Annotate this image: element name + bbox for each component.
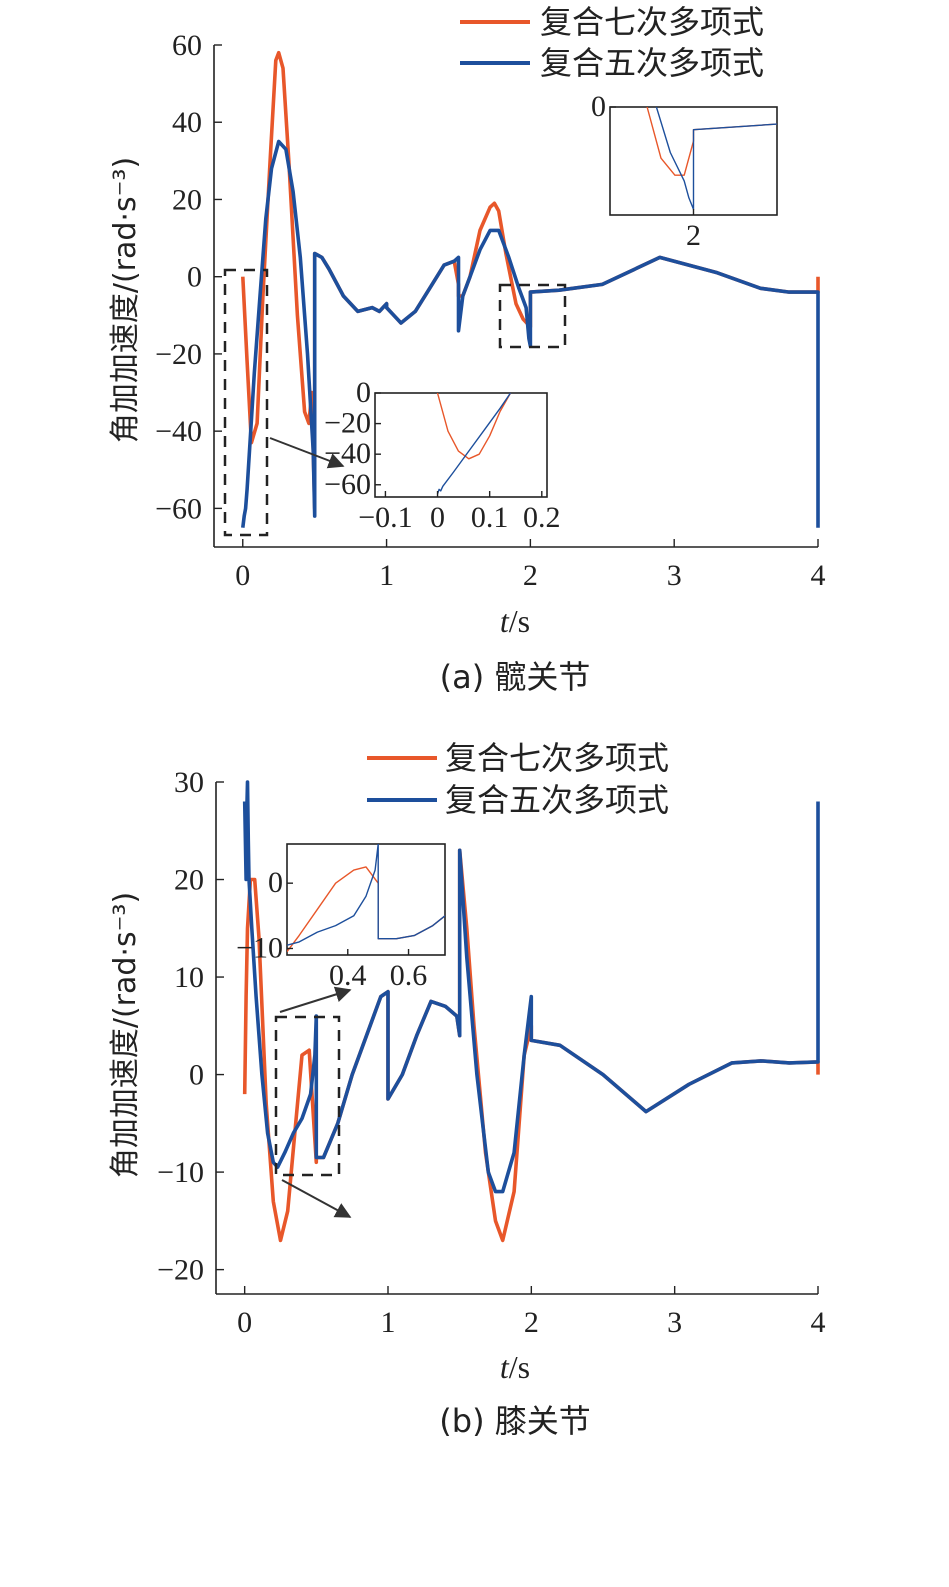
hip-y-tick-label: 60 [172, 29, 202, 62]
hip-x-axis-label-var: t [500, 603, 510, 639]
hip-inset-left: −0.1 0 0.1 0.20−20−40−60 [324, 376, 560, 534]
knee-x-axis-label-var: t [500, 1349, 510, 1385]
knee-x-tick-label: 2 [524, 1306, 539, 1339]
knee-zoom-box [274, 1015, 341, 1177]
knee-x-tick-label: 1 [381, 1306, 396, 1339]
knee-inset-series-fifth [287, 844, 445, 946]
hip-x-tick-label: 2 [523, 559, 538, 592]
hip-inset-left-frame [374, 392, 548, 498]
hip-zoom-box-right [498, 283, 567, 349]
knee-inset: 0.4 0.6 0 −10 [236, 843, 446, 992]
knee-series-group [242, 780, 820, 1243]
hip-inset-right-y-tick-label: 0 [591, 90, 606, 123]
hip-y-tick-label: 40 [172, 106, 202, 139]
hip-x-axis-label-unit: /s [509, 603, 530, 639]
hip-inset-left-x-tick-label: 0.1 [471, 501, 509, 534]
knee-x-axis-label: t/s [500, 1349, 530, 1385]
hip-inset-left-y-tick-label: −20 [324, 407, 371, 440]
knee-inset-frame [286, 843, 446, 956]
hip-x-axis-label: t/s [500, 603, 530, 639]
knee-y-tick-label: 30 [174, 766, 204, 799]
hip-inset-left-series-fifth [436, 393, 512, 495]
legend-label-seventh: 复合七次多项式 [540, 3, 764, 41]
knee-x-tick-label: 0 [237, 1306, 252, 1339]
knee-zoom-arrow-upper [279, 986, 352, 1013]
knee-zoom-arrow-lower [281, 1179, 352, 1218]
knee-caption: (b) 膝关节 [439, 1402, 590, 1440]
knee-legend: 复合七次多项式 复合五次多项式 [367, 739, 669, 819]
legend-label-seventh-knee: 复合七次多项式 [445, 739, 669, 777]
knee-x-tick-label: 3 [667, 1306, 682, 1339]
knee-y-axis-label: 角加加速度/(rad·s⁻³) [108, 892, 143, 1178]
legend-label-fifth-knee: 复合五次多项式 [445, 781, 669, 819]
knee-y-tick-label: −20 [157, 1254, 204, 1287]
hip-y-tick-label: −60 [155, 492, 202, 525]
hip-legend: 复合七次多项式 复合五次多项式 [460, 3, 764, 82]
knee-y-tick-label: 20 [174, 864, 204, 897]
knee-inset-y-tick-label: −10 [236, 931, 283, 964]
hip-caption: (a) 髋关节 [440, 658, 591, 696]
knee-inset-x-tick-label: 0.4 [329, 959, 367, 992]
hip-inset-left-x-tick-label: −0.1 [358, 501, 412, 534]
hip-y-tick-label: −20 [155, 338, 202, 371]
hip-inset-left-x-tick-label: 0 [430, 501, 445, 534]
hip-inset-right-x-tick-label: 2 [686, 219, 701, 252]
hip-inset-right: 20 [591, 90, 778, 252]
knee-y-tick-label: 10 [174, 961, 204, 994]
knee-inset-y-tick-label: 0 [268, 866, 283, 899]
hip-inset-left-y-tick-label: 0 [356, 376, 371, 409]
knee-y-tick-label: 0 [189, 1059, 204, 1092]
hip-x-tick-label: 1 [379, 559, 394, 592]
hip-series-group [241, 50, 820, 528]
knee-inset-x-tick-label: 0.6 [390, 959, 428, 992]
hip-y-tick-label: 20 [172, 183, 202, 216]
legend-label-fifth: 复合五次多项式 [540, 44, 764, 82]
hip-x-tick-label: 4 [811, 559, 826, 592]
hip-inset-right-series-fifth [655, 107, 777, 211]
hip-series-fifth [241, 139, 820, 528]
hip-inset-left-x-tick-label: 0.2 [523, 501, 561, 534]
hip-inset-left-series-seventh [436, 393, 512, 460]
hip-y-tick-label: −40 [155, 415, 202, 448]
knee-y-tick-label: −10 [157, 1156, 204, 1189]
hip-zoom-box-left [223, 268, 269, 537]
knee-x-axis-label-unit: /s [509, 1349, 530, 1385]
hip-y-axis-label: 角加加速度/(rad·s⁻³) [108, 157, 143, 443]
hip-y-tick-label: 0 [187, 261, 202, 294]
hip-inset-left-y-tick-label: −60 [324, 468, 371, 501]
knee-axes: 0 1 2 3 4 30 20 10 0 −10 −20 [157, 766, 825, 1339]
hip-zoom-arrow [269, 437, 345, 469]
knee-x-tick-label: 4 [811, 1306, 826, 1339]
knee-series-fifth [242, 780, 820, 1194]
hip-x-tick-label: 3 [667, 559, 682, 592]
hip-x-tick-label: 0 [235, 559, 250, 592]
hip-inset-left-y-tick-label: −40 [324, 437, 371, 470]
